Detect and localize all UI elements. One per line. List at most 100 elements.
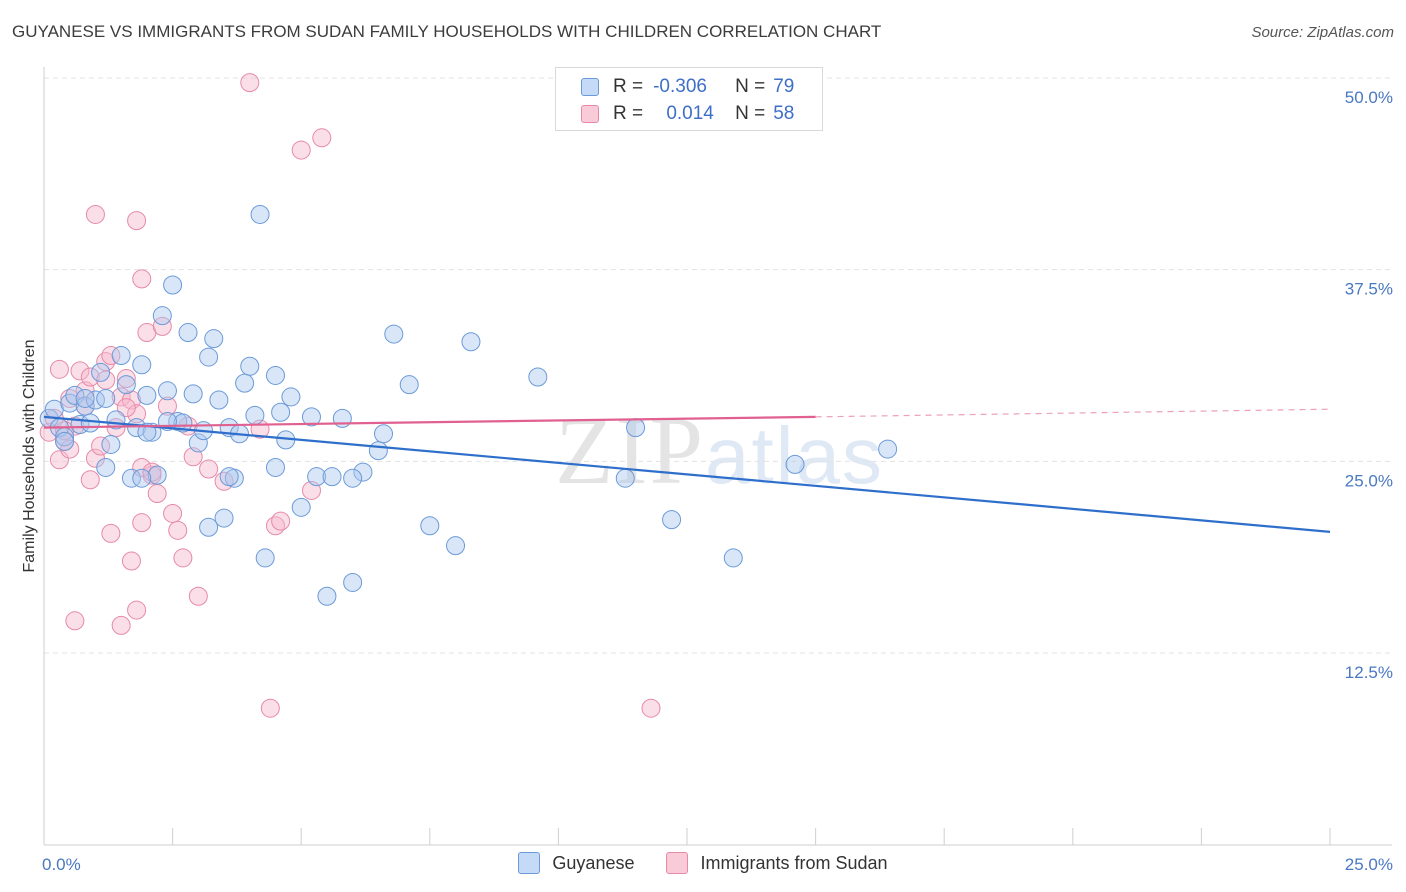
- guyanese-point: [240, 356, 260, 376]
- sudan-point: [132, 269, 152, 289]
- guyanese-point: [199, 347, 219, 367]
- guyanese-point: [214, 508, 234, 528]
- guyanese-point: [301, 407, 321, 427]
- guyanese-point: [55, 431, 75, 451]
- sudan-point: [173, 548, 193, 568]
- trend-line-sudan: [43, 415, 816, 429]
- y-tick-label: 12.5%: [1345, 663, 1393, 682]
- bottom-legend-sudan: Immigrants from Sudan: [666, 852, 888, 874]
- guyanese-point: [461, 332, 481, 352]
- guyanese-point: [265, 365, 285, 385]
- x-tick-label: 25.0%: [1345, 855, 1393, 874]
- guyanese-point: [332, 408, 352, 428]
- guyanese-point: [80, 413, 100, 433]
- guyanese-point: [785, 454, 805, 474]
- sudan-point: [127, 211, 147, 231]
- y-tick-label: 50.0%: [1345, 88, 1393, 107]
- sudan-point: [80, 367, 100, 387]
- sudan-point: [127, 404, 147, 424]
- legend-swatch-sudan: [581, 105, 599, 123]
- y-tick-label: 25.0%: [1345, 471, 1393, 490]
- sudan-point: [111, 387, 131, 407]
- guyanese-point: [199, 517, 219, 537]
- guyanese-point: [137, 422, 157, 442]
- guyanese-point: [245, 405, 265, 425]
- sudan-point: [116, 369, 136, 389]
- sudan-point: [80, 470, 100, 490]
- bottom-legend-label-guyanese: Guyanese: [552, 852, 635, 873]
- guyanese-point: [96, 388, 116, 408]
- sudan-point: [199, 459, 219, 479]
- sudan-point: [127, 600, 147, 620]
- legend-r-value: -0.306: [653, 76, 707, 97]
- sudan-point: [163, 503, 183, 523]
- sudan-point: [111, 615, 131, 635]
- guyanese-point: [374, 424, 394, 444]
- guyanese-point: [219, 467, 239, 487]
- legend-n-value: 58: [773, 103, 795, 124]
- sudan-point: [260, 698, 280, 718]
- guyanese-point: [615, 468, 635, 488]
- guyanese-point: [250, 204, 270, 224]
- axes: [43, 67, 1392, 846]
- legend-n-label: N =: [735, 76, 766, 97]
- sudan-point: [91, 436, 111, 456]
- guyanese-point: [85, 390, 105, 410]
- sudan-point: [157, 396, 177, 416]
- guyanese-point: [96, 457, 116, 477]
- sudan-point: [240, 73, 260, 93]
- sudan-point: [641, 698, 661, 718]
- guyanese-point: [343, 572, 363, 592]
- legend-row-guyanese: R = -0.306 N = 79: [556, 73, 794, 101]
- bottom-legend-label-sudan: Immigrants from Sudan: [700, 852, 888, 873]
- legend-r-label: R =: [613, 103, 644, 124]
- sudan-point: [116, 398, 136, 418]
- sudan-point: [291, 140, 311, 160]
- guyanese-point: [132, 468, 152, 488]
- y-tick-label: 37.5%: [1345, 280, 1393, 299]
- guyanese-point: [528, 367, 548, 387]
- sudan-point: [70, 361, 90, 381]
- guyanese-point: [111, 346, 131, 366]
- guyanese-point: [255, 548, 275, 568]
- guyanese-point: [204, 329, 224, 349]
- guyanese-point: [723, 548, 743, 568]
- guyanese-point: [173, 413, 193, 433]
- guyanese-point: [878, 439, 898, 459]
- guyanese-point: [322, 467, 342, 487]
- guyanese-point: [343, 468, 363, 488]
- sudan-point: [271, 511, 291, 531]
- guyanese-point: [127, 418, 147, 438]
- x-tick-label: 0.0%: [42, 855, 81, 874]
- guyanese-point: [353, 462, 373, 482]
- sudan-point: [147, 484, 167, 504]
- guyanese-point: [157, 381, 177, 401]
- sudan-point: [152, 316, 172, 336]
- source-credit: Source: ZipAtlas.com: [1251, 24, 1394, 41]
- guyanese-point: [116, 375, 136, 395]
- legend-n-label: N =: [735, 103, 766, 124]
- guyanese-point: [281, 387, 301, 407]
- guyanese-point: [147, 465, 167, 485]
- guyanese-point: [265, 457, 285, 477]
- y-axis-label: Family Households with Children: [21, 340, 38, 573]
- legend-box: R = -0.306 N = 79 R = 0.014 N = 58: [555, 67, 823, 131]
- guyanese-point: [188, 433, 208, 453]
- legend-swatch-guyanese: [581, 78, 599, 96]
- sudan-point: [168, 520, 188, 540]
- guyanese-point: [152, 306, 172, 326]
- sudan-point: [49, 359, 69, 379]
- guyanese-point: [91, 362, 111, 382]
- guyanese-point: [291, 497, 311, 517]
- series-guyanese: [39, 204, 898, 606]
- sudan-point: [132, 513, 152, 533]
- legend-n-value: 79: [773, 76, 795, 97]
- legend-r-value: 0.014: [666, 103, 714, 124]
- guyanese-point: [101, 434, 121, 454]
- bottom-legend-swatch-guyanese: [518, 852, 541, 874]
- sudan-point: [60, 388, 80, 408]
- bottom-legend-guyanese: Guyanese: [518, 852, 634, 874]
- sudan-point: [188, 586, 208, 606]
- bottom-legend-swatch-sudan: [666, 852, 689, 874]
